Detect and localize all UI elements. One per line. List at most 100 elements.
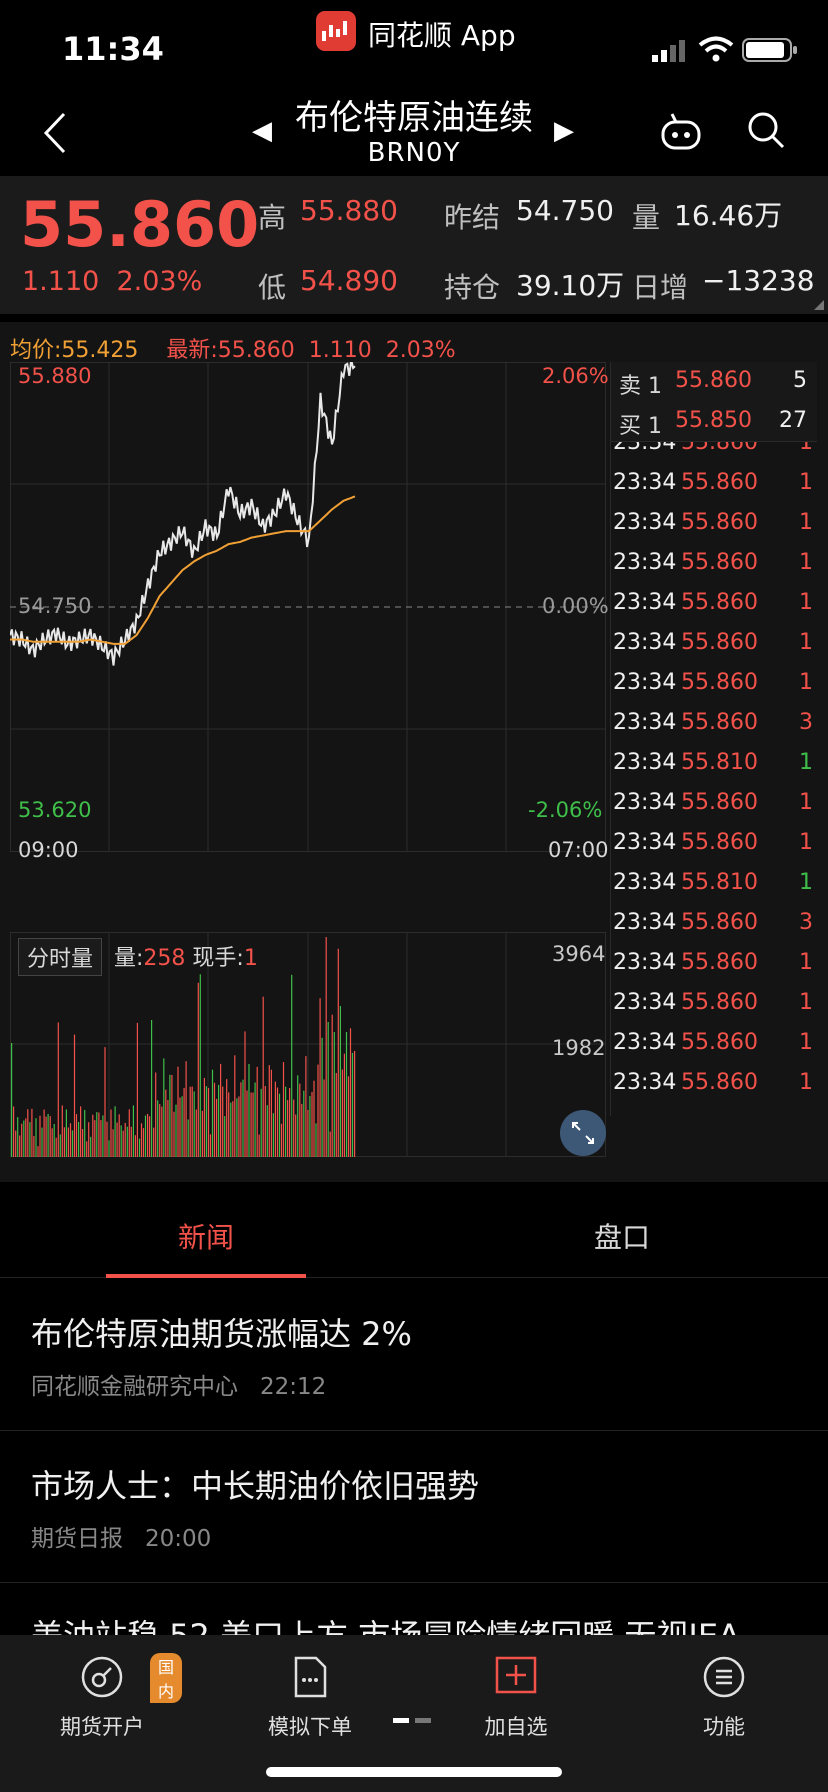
volume-bar: [207, 1087, 210, 1157]
volume-bar: [104, 1047, 106, 1157]
intraday-chart-area[interactable]: 均价:55.425 最新:55.860 1.110 2.03% 55.880 5…: [0, 322, 828, 1182]
status-app-name[interactable]: 同花顺 App: [368, 19, 516, 52]
volume-bar: [276, 1087, 279, 1157]
open-account-button[interactable]: 国内 期货开户: [22, 1645, 183, 1745]
volume-bar: [248, 1064, 250, 1157]
volume-bar: [19, 1135, 21, 1157]
simulate-order-button[interactable]: 模拟下单: [230, 1645, 390, 1745]
volume-bar: [41, 1127, 43, 1157]
tick-time: 23:34: [613, 830, 677, 855]
volume-label: 量:: [114, 946, 144, 971]
avg-price-series-line: [10, 495, 356, 645]
tick-row: 23:34 55.860 3: [611, 904, 817, 944]
volume-bar: [311, 1092, 313, 1157]
news-item[interactable]: 市场人士：中长期油价依旧强势 期货日报 20:00: [0, 1431, 828, 1583]
volume-bar: [230, 1102, 232, 1157]
tick-list[interactable]: 23:34 55.860 1 23:34 55.860 1 23:34 55.860 1 23:3…: [611, 442, 817, 1116]
volume-bar: [303, 1090, 305, 1157]
news-title: 市场人士：中长期油价依旧强势: [31, 1467, 480, 1505]
menu-circle-icon: [703, 1656, 745, 1698]
volume-bar-chart[interactable]: [10, 932, 606, 1157]
volume-bar: [78, 1122, 80, 1157]
volume-bar: [272, 1113, 274, 1157]
volume-bar: [291, 974, 293, 1157]
pct-axis-bottom-label: -2.06%: [528, 798, 603, 822]
news-item[interactable]: 美油站稳 52 美口上方 市场冒险情绪回暖 无视IEA: [0, 1583, 828, 1635]
home-indicator: [266, 1767, 562, 1777]
pct-axis-mid-label: 0.00%: [542, 594, 609, 618]
price-line-chart[interactable]: [10, 362, 606, 852]
tick-price: 55.860: [681, 442, 758, 455]
volume-bar: [15, 1130, 17, 1157]
volume-bar: [33, 1136, 35, 1157]
volume-bar: [181, 1096, 183, 1157]
search-icon[interactable]: [746, 110, 786, 150]
volume-bar: [193, 1091, 195, 1157]
tick-qty: 1: [799, 590, 813, 615]
volume-bar: [128, 1109, 130, 1157]
prev-contract-arrow-icon[interactable]: ◀: [252, 116, 272, 146]
tick-time: 23:34: [613, 550, 677, 575]
quote-panel[interactable]: 55.860 1.110 2.03% 高 55.880 低 54.890 昨结 …: [0, 176, 828, 314]
volume-bar: [274, 1081, 276, 1157]
volume-bar: [84, 1109, 86, 1157]
news-time: 20:00: [144, 1526, 212, 1552]
fullscreen-button[interactable]: [560, 1110, 606, 1156]
y-axis-mid-label: 54.750: [18, 594, 92, 618]
vol-axis-top-label: 3964: [552, 942, 606, 966]
volume-bar: [169, 1074, 171, 1157]
robot-assistant-icon[interactable]: [660, 110, 702, 152]
add-watchlist-label: 加自选: [484, 1715, 548, 1739]
volume-bar: [53, 1124, 55, 1157]
hand-label: 现手:: [192, 946, 244, 971]
tick-qty: 1: [799, 1070, 813, 1095]
tick-time: 23:34: [613, 670, 677, 695]
volume-bar: [47, 1113, 49, 1157]
ask-price: 55.860: [675, 368, 752, 393]
news-item[interactable]: 布伦特原油期货涨幅达 2% 同花顺金融研究中心 22:12: [0, 1279, 828, 1431]
back-chevron-icon[interactable]: [40, 110, 70, 156]
add-watchlist-button[interactable]: 加自选: [436, 1645, 596, 1745]
volume-bar: [327, 1022, 329, 1157]
contract-title: 布伦特原油连续: [295, 98, 533, 138]
volume-bar: [285, 1086, 287, 1157]
functions-button[interactable]: 功能: [644, 1645, 804, 1745]
volume-bar: [185, 1061, 187, 1157]
volume-bar: [339, 1006, 341, 1157]
volume-bar: [341, 1069, 343, 1157]
tick-row: 23:34 55.810 1: [611, 744, 817, 784]
volume-bar: [218, 1084, 220, 1157]
tick-price: 55.860: [681, 510, 758, 535]
volume-bar: [183, 1088, 185, 1157]
volume-bar: [39, 1115, 41, 1157]
volume-bar: [86, 1141, 88, 1157]
volume-bar: [213, 1082, 216, 1157]
volume-bar: [260, 1088, 262, 1157]
volume-info: 量:258 现手:1: [114, 940, 258, 972]
volume-bar: [27, 1109, 29, 1157]
domestic-badge: 国内: [150, 1653, 183, 1703]
bid-row: 买 1 55.850 27: [611, 402, 817, 442]
daily-increase-label: 日增: [632, 271, 689, 304]
tick-time: 23:34: [613, 750, 677, 775]
volume-indicator-selector[interactable]: 分时量: [18, 938, 103, 976]
volume-bar: [102, 1115, 104, 1157]
tick-time: 23:34: [613, 790, 677, 815]
volume-bar: [337, 948, 339, 1157]
volume-bar: [144, 1115, 147, 1157]
volume-bar: [106, 1121, 108, 1157]
volume-bar: [175, 1104, 177, 1157]
tick-qty: 1: [799, 630, 813, 655]
volume-bar: [226, 1079, 228, 1157]
volume-bar: [165, 1089, 167, 1157]
tick-time: 23:34: [613, 1070, 677, 1095]
next-contract-arrow-icon[interactable]: ▶: [554, 116, 574, 146]
volume-bar: [321, 1037, 323, 1157]
tab-orderbook[interactable]: 盘口: [594, 1221, 651, 1254]
volume-bar: [108, 1140, 110, 1157]
tick-price: 55.860: [681, 550, 758, 575]
tab-news[interactable]: 新闻: [178, 1221, 235, 1254]
volume-bar: [256, 1066, 258, 1157]
volume-bar: [238, 1096, 240, 1157]
tick-row: 23:34 55.860 3: [611, 704, 817, 744]
